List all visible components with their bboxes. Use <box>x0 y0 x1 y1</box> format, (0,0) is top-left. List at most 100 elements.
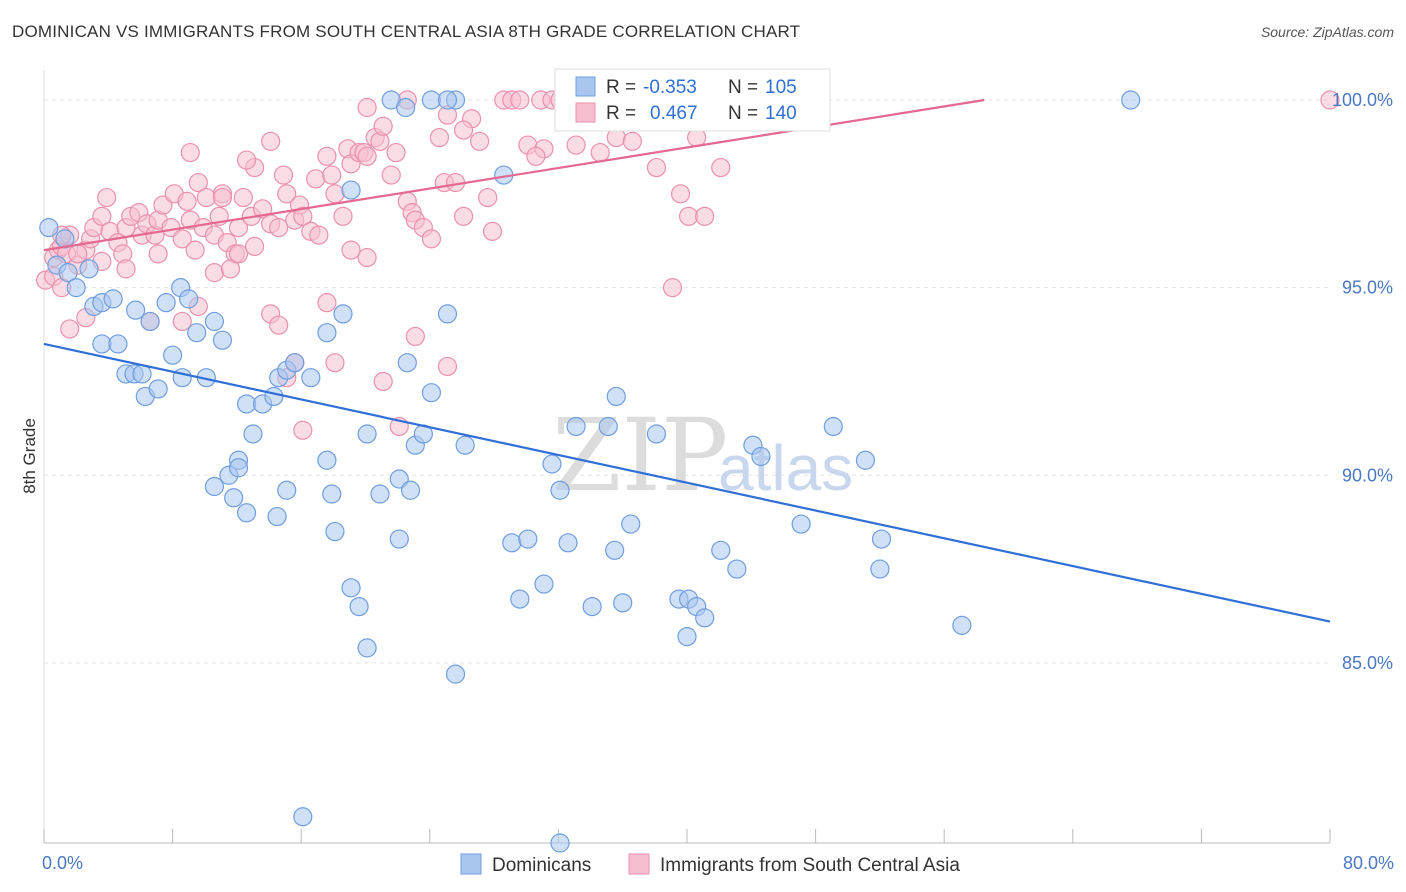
dominican-point-0 <box>39 218 59 238</box>
immigrant-point-41 <box>253 199 273 219</box>
dominican-point-5 <box>79 259 99 279</box>
immigrant-point-51 <box>309 225 329 245</box>
dominican-point-84 <box>823 416 843 437</box>
immigrant-point-38 <box>233 187 253 208</box>
dominican-point-64 <box>542 454 562 474</box>
x-tick-label-0: 0.0% <box>42 853 83 873</box>
dominican-trend-line <box>43 342 1331 623</box>
dominican-point-15 <box>108 334 128 354</box>
immigrant-point-63 <box>373 116 393 136</box>
immigrant-trend-line <box>43 98 985 252</box>
dominican-point-39 <box>228 458 249 478</box>
immigrant-point-43 <box>269 218 289 238</box>
dominican-point-67 <box>598 416 618 437</box>
immigrant-point-111 <box>204 263 224 283</box>
legend-n-value-2: 140 <box>765 103 797 124</box>
dominican-point-14 <box>92 334 112 354</box>
immigrant-point-129 <box>60 319 80 339</box>
immigrant-point-108 <box>148 244 168 264</box>
immigrant-point-120 <box>317 293 337 313</box>
watermark-atlas: atlas <box>718 432 853 504</box>
watermark: ZIP atlas <box>552 397 853 514</box>
dominican-point-80 <box>727 559 747 579</box>
dominican-point-60 <box>510 589 530 609</box>
immigrant-point-123 <box>357 248 377 268</box>
dominican-point-101 <box>1121 90 1141 110</box>
immigrant-point-141 <box>453 120 474 140</box>
dominican-point-91 <box>357 638 377 658</box>
x-tick-label-1: 80.0% <box>1343 853 1394 873</box>
dominican-point-71 <box>613 593 633 613</box>
dominican-point-26 <box>212 330 233 350</box>
dominican-point-87 <box>870 559 890 579</box>
dominican-point-57 <box>400 480 421 500</box>
legend-n-value-1: 105 <box>765 77 797 98</box>
immigrant-point-135 <box>212 187 233 208</box>
immigrant-point-65 <box>386 142 406 163</box>
dominican-point-42 <box>236 503 257 523</box>
dominican-point-4 <box>66 278 86 298</box>
immigrant-point-25 <box>172 229 192 249</box>
immigrant-point-45 <box>277 184 297 204</box>
y-tick-label-1: 95.0% <box>1342 278 1393 298</box>
dominican-point-23 <box>187 323 207 343</box>
dominican-point-8 <box>103 289 123 309</box>
immigrant-point-137 <box>236 150 257 170</box>
immigrant-point-138 <box>261 131 281 151</box>
legend-r-label-2: R = <box>606 103 636 124</box>
immigrant-point-116 <box>269 315 289 335</box>
dominican-point-103 <box>396 97 416 118</box>
immigrant-point-53 <box>322 165 342 185</box>
dominican-point-79 <box>711 540 731 560</box>
dominican-point-55 <box>437 304 458 324</box>
dominican-point-46 <box>325 521 345 542</box>
dominican-point-61 <box>518 529 538 549</box>
legend-swatch-blue <box>575 76 596 97</box>
immigrant-point-121 <box>325 353 345 373</box>
dominican-point-98 <box>437 90 458 110</box>
immigrant-point-130 <box>68 244 88 264</box>
immigrant-point-78 <box>478 187 498 208</box>
immigrant-point-48 <box>293 206 313 226</box>
dominican-point-9 <box>126 300 146 320</box>
dominican-point-32 <box>264 386 284 407</box>
chart-title: DOMINICAN VS IMMIGRANTS FROM SOUTH CENTR… <box>12 22 801 41</box>
dominican-point-66 <box>566 416 586 437</box>
bottom-legend-swatch-blue <box>460 853 482 875</box>
immigrant-point-106 <box>116 259 136 279</box>
dominican-point-54 <box>421 383 442 403</box>
immigrant-point-55 <box>333 206 353 226</box>
immigrant-point-64 <box>381 165 401 185</box>
legend-r-value-1: -0.353 <box>643 77 697 98</box>
immigrant-point-88 <box>566 135 586 155</box>
dominican-point-68 <box>606 386 626 407</box>
dominican-point-10 <box>140 311 160 332</box>
dominican-point-44 <box>277 480 297 500</box>
immigrant-point-134 <box>711 157 731 178</box>
immigrant-point-112 <box>220 259 241 279</box>
dominican-point-45 <box>317 450 337 470</box>
immigrant-point-128 <box>662 278 683 298</box>
dominican-point-63 <box>534 574 554 594</box>
bottom-legend-swatch-pink <box>628 853 650 875</box>
y-axis-label: 8th Grade <box>20 418 39 494</box>
immigrant-point-50 <box>306 169 326 189</box>
dominican-point-25 <box>204 311 224 332</box>
dominican-point-86 <box>871 529 892 549</box>
dominican-point-58 <box>455 435 475 455</box>
dominican-point-34 <box>301 368 321 388</box>
dominican-point-82 <box>751 446 771 467</box>
source-label: Source: ZipAtlas.com <box>1260 24 1394 40</box>
immigrant-point-71 <box>429 127 450 148</box>
immigrant-point-52 <box>317 146 337 166</box>
dominican-point-28 <box>243 424 263 444</box>
y-tick-label-0: 100.0% <box>1332 90 1393 110</box>
dominican-point-93 <box>293 807 313 827</box>
y-tick-label-2: 90.0% <box>1342 465 1393 485</box>
immigrant-point-109 <box>172 311 192 332</box>
immigrant-point-113 <box>228 244 249 264</box>
immigrant-point-31 <box>196 187 216 208</box>
immigrant-point-100 <box>679 206 699 226</box>
dominican-point-51 <box>397 353 417 373</box>
dominican-point-65 <box>550 480 570 500</box>
